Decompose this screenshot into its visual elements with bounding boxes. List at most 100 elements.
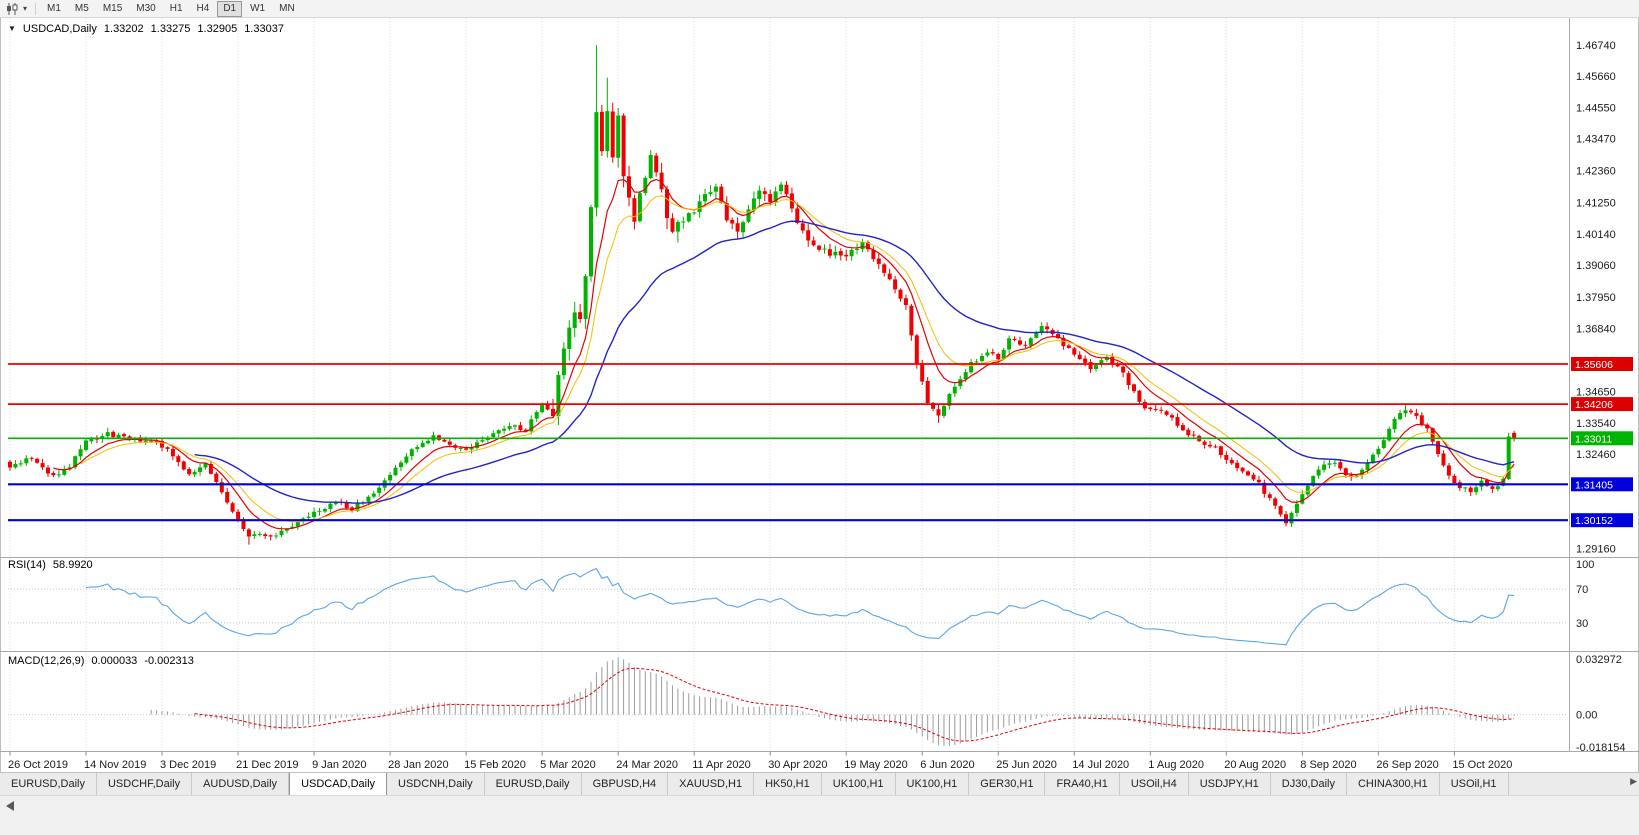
chart-tab-10-uk100-h1[interactable]: UK100,H1 [896, 773, 970, 795]
macd-axis-label: 0.032972 [1576, 654, 1622, 666]
macd-axis-labels: 0.032972 0.00 -0.018154 [1576, 654, 1626, 754]
chart-type-dropdown-icon[interactable]: ▾ [20, 4, 30, 13]
timeframe-h1-button[interactable]: H1 [164, 1, 189, 17]
chart-tab-11-ger30-h1[interactable]: GER30,H1 [969, 773, 1045, 795]
timeframe-w1-button[interactable]: W1 [244, 1, 271, 17]
time-axis-label: 3 Dec 2019 [160, 759, 216, 771]
price-axis-label: 1.36840 [1576, 324, 1616, 336]
macd-signal-line [195, 668, 1515, 741]
timeframe-d1-button[interactable]: D1 [217, 1, 242, 17]
chart-tab-5-eurusd-daily[interactable]: EURUSD,Daily [485, 773, 582, 795]
timeframe-m5-button[interactable]: M5 [69, 1, 95, 17]
price-axis-label: 1.43470 [1576, 134, 1616, 146]
chart-canvas[interactable]: 1.467401.456601.445501.434701.423601.412… [0, 18, 1639, 772]
chart-symbol-title: USDCAD,Daily [23, 23, 97, 35]
ma-fast-line [53, 180, 1514, 529]
ohlc-high: 1.33275 [151, 23, 191, 35]
svg-text:1.30152: 1.30152 [1575, 515, 1613, 527]
price-axis-label: 1.46740 [1576, 40, 1616, 52]
timeframe-m1-button[interactable]: M1 [41, 1, 67, 17]
time-axis-label: 26 Sep 2020 [1376, 759, 1438, 771]
time-axis-label: 5 Mar 2020 [540, 759, 596, 771]
candlesticks [8, 45, 1516, 545]
toolbar-separator [35, 3, 36, 15]
tabs-scroll-right-icon[interactable]: ▶ [1630, 776, 1637, 787]
chart-tab-6-gbpusd-h4[interactable]: GBPUSD,H4 [582, 773, 669, 795]
price-axis-label: 1.34650 [1576, 386, 1616, 398]
time-axis: 26 Oct 201914 Nov 20193 Dec 201921 Dec 2… [8, 752, 1512, 772]
time-axis-label: 30 Apr 2020 [768, 759, 827, 771]
time-axis-label: 20 Aug 2020 [1224, 759, 1286, 771]
macd-header: MACD(12,26,9) 0.000033 -0.002313 [8, 655, 194, 667]
price-badge-1.31405: 1.31405 [1571, 477, 1633, 491]
macd-axis-label: -0.018154 [1576, 742, 1626, 754]
time-axis-label: 24 Mar 2020 [616, 759, 678, 771]
macd-indicator-label: MACD(12,26,9) [8, 655, 84, 667]
grid-lines [10, 18, 1454, 752]
time-axis-label: 15 Oct 2020 [1452, 759, 1512, 771]
timeframe-mn-button[interactable]: MN [273, 1, 301, 17]
price-axis-label: 1.33540 [1576, 418, 1616, 430]
chart-tab-4-usdcnh-daily[interactable]: USDCNH,Daily [387, 773, 485, 795]
pane-separators [0, 18, 1639, 752]
rsi-axis-labels: 100 70 30 [1576, 559, 1594, 630]
chart-tab-17-usoil-h1[interactable]: USOil,H1 [1440, 773, 1509, 795]
chart-tab-1-usdchf-daily[interactable]: USDCHF,Daily [97, 773, 192, 795]
candlestick-chart-icon[interactable] [4, 2, 20, 16]
chart-tab-14-usdjpy-h1[interactable]: USDJPY,H1 [1189, 773, 1271, 795]
timeframe-h4-button[interactable]: H4 [191, 1, 216, 17]
status-bar [0, 795, 1639, 835]
chart-collapse-icon[interactable]: ▼ [8, 24, 16, 33]
time-axis-label: 28 Jan 2020 [388, 759, 449, 771]
rsi-axis-label: 70 [1576, 584, 1588, 596]
time-axis-label: 21 Dec 2019 [236, 759, 298, 771]
price-axis-label: 1.40140 [1576, 229, 1616, 241]
macd-main-value: 0.000033 [91, 655, 137, 667]
price-axis-label: 1.45660 [1576, 71, 1616, 83]
rsi-axis-label: 30 [1576, 618, 1588, 630]
price-badge-1.33011: 1.33011 [1571, 431, 1633, 445]
ma-slow-line [195, 221, 1515, 503]
chart-tab-15-dj30-daily[interactable]: DJ30,Daily [1271, 773, 1347, 795]
chart-tab-0-eurusd-daily[interactable]: EURUSD,Daily [0, 773, 97, 795]
time-axis-label: 15 Feb 2020 [464, 759, 526, 771]
chart-tab-16-china300-h1[interactable]: CHINA300,H1 [1347, 773, 1440, 795]
top-toolbar: ▾ M1M5M15M30H1H4D1W1MN [0, 0, 1639, 18]
svg-text:1.31405: 1.31405 [1575, 479, 1613, 491]
ohlc-low: 1.32905 [197, 23, 237, 35]
price-badge-1.30152: 1.30152 [1571, 513, 1633, 527]
chart-tab-9-uk100-h1[interactable]: UK100,H1 [822, 773, 896, 795]
chart-tab-2-audusd-daily[interactable]: AUDUSD,Daily [192, 773, 289, 795]
time-axis-label: 6 Jun 2020 [920, 759, 974, 771]
ohlc-close: 1.33037 [244, 23, 284, 35]
svg-text:1.33011: 1.33011 [1575, 433, 1612, 445]
price-axis-label: 1.32460 [1576, 449, 1616, 461]
chart-tab-13-usoil-h4[interactable]: USOil,H4 [1120, 773, 1189, 795]
price-badge-1.35606: 1.35606 [1571, 357, 1633, 371]
rsi-indicator-value: 58.9920 [53, 559, 93, 571]
svg-text:1.34206: 1.34206 [1575, 399, 1613, 411]
time-axis-label: 26 Oct 2019 [8, 759, 68, 771]
price-axis-label: 1.39060 [1576, 260, 1616, 272]
ma-mid-line [81, 196, 1515, 522]
chart-tab-7-xauusd-h1[interactable]: XAUUSD,H1 [668, 773, 754, 795]
rsi-line [86, 569, 1514, 645]
time-axis-label: 25 Jun 2020 [996, 759, 1057, 771]
rsi-level-lines [8, 589, 1568, 623]
rsi-indicator-label: RSI(14) [8, 559, 46, 571]
time-axis-label: 14 Jul 2020 [1072, 759, 1129, 771]
chart-tab-3-usdcad-daily[interactable]: USDCAD,Daily [289, 773, 387, 795]
chart-tabs-bar: EURUSD,DailyUSDCHF,DailyAUDUSD,DailyUSDC… [0, 772, 1639, 795]
chart-tab-8-hk50-h1[interactable]: HK50,H1 [754, 773, 822, 795]
time-axis-label: 11 Apr 2020 [692, 759, 751, 771]
rsi-axis-label: 100 [1576, 559, 1594, 571]
timeframe-m15-button[interactable]: M15 [97, 1, 128, 17]
svg-text:1.35606: 1.35606 [1575, 359, 1613, 371]
chart-tab-12-fra40-h1[interactable]: FRA40,H1 [1045, 773, 1119, 795]
scroll-left-icon[interactable] [6, 801, 14, 811]
macd-axis-label: 0.00 [1576, 710, 1597, 722]
ohlc-open: 1.33202 [104, 23, 144, 35]
time-axis-label: 1 Aug 2020 [1148, 759, 1204, 771]
timeframe-m30-button[interactable]: M30 [130, 1, 161, 17]
price-axis-label: 1.41250 [1576, 197, 1616, 209]
